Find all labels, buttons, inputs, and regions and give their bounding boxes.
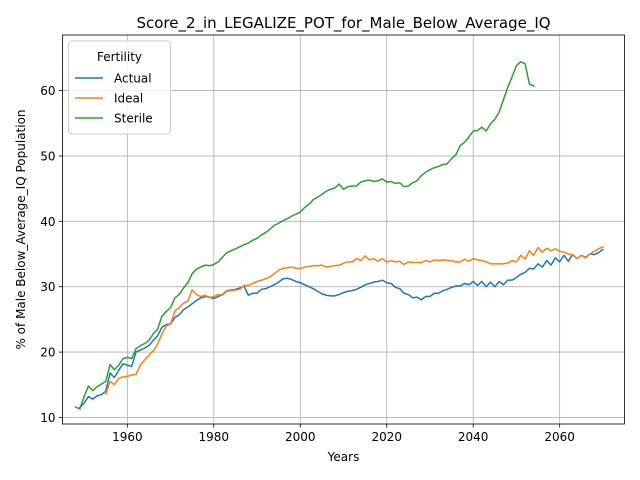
legend-entries: Actual Ideal Sterile — [75, 72, 153, 126]
legend: Fertility Actual Ideal Sterile — [68, 40, 171, 135]
series-line-actual — [78, 248, 604, 409]
legend-label-actual: Actual — [114, 72, 152, 86]
legend-label-sterile: Sterile — [114, 112, 153, 126]
y-axis-ticks: 10 20 30 40 50 60 — [40, 84, 63, 425]
y-axis-label: % of Male Below_Average_IQ Population — [14, 109, 28, 349]
x-axis-label: Years — [327, 450, 360, 464]
series-line-ideal — [104, 245, 604, 395]
series-lines — [74, 61, 604, 410]
y-tick-label: 50 — [40, 149, 55, 163]
x-axis-ticks: 1960 1980 2000 2020 2040 2060 — [112, 424, 575, 444]
x-tick-label: 1980 — [199, 430, 230, 444]
y-tick-label: 60 — [40, 84, 55, 98]
x-tick-label: 2060 — [544, 430, 575, 444]
y-tick-label: 10 — [40, 411, 55, 425]
x-tick-label: 2040 — [458, 430, 489, 444]
y-tick-label: 30 — [40, 280, 55, 294]
grid — [62, 35, 625, 424]
x-tick-label: 2000 — [285, 430, 316, 444]
series-line-sterile — [74, 61, 535, 410]
x-tick-label: 1960 — [112, 430, 143, 444]
legend-label-ideal: Ideal — [114, 92, 143, 106]
y-tick-label: 40 — [40, 215, 55, 229]
x-tick-label: 2020 — [371, 430, 402, 444]
plot-area-frame — [62, 34, 625, 425]
legend-title: Fertility — [97, 50, 142, 64]
y-tick-label: 20 — [40, 346, 55, 360]
legend-box — [68, 40, 171, 135]
chart-title: Score_2_in_LEGALIZE_POT_for_Male_Below_A… — [136, 14, 550, 33]
